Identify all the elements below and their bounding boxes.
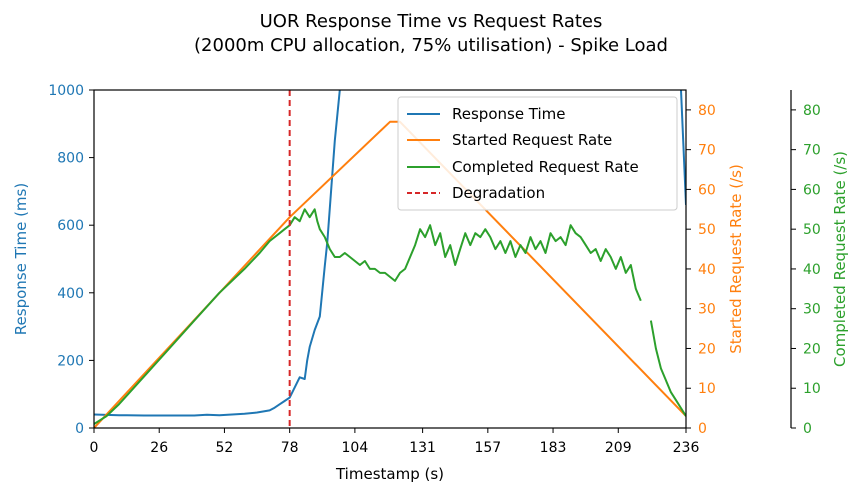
legend-label-completed-rate: Completed Request Rate — [452, 158, 639, 176]
left-tick-label: 400 — [57, 286, 84, 302]
plot-frame — [93, 89, 687, 429]
series-completed-request-rate-line — [94, 208, 642, 425]
right2-axis-label: Completed Request Rate (/s) — [831, 151, 849, 367]
series-response-time-line-segment-2 — [680, 90, 686, 205]
legend: Response Time Started Request Rate Compl… — [397, 96, 678, 211]
right-tick-label: 50 — [698, 222, 716, 238]
chart-title: UOR Response Time vs Request Rates — [260, 11, 603, 32]
x-tick-label: 183 — [540, 440, 567, 456]
legend-label-started-rate: Started Request Rate — [452, 131, 612, 149]
right-tick-label: 10 — [698, 381, 716, 397]
right2-tick-label: 10 — [803, 381, 821, 397]
right2-tick-label: 50 — [803, 222, 821, 238]
x-tick-label: 104 — [342, 440, 369, 456]
right-tick-label: 20 — [698, 341, 716, 357]
axes: 0 26 52 78 104 131 157 183 209 236020040060080010… — [48, 83, 820, 456]
right-tick-label: 40 — [698, 262, 716, 278]
right2-tick-label: 0 — [803, 421, 812, 437]
left-tick-label: 600 — [57, 218, 84, 234]
right2-tick-label: 40 — [803, 262, 821, 278]
right-tick-label: 70 — [698, 143, 716, 159]
left-tick-label: 800 — [57, 151, 84, 167]
right2-tick-label: 30 — [803, 302, 821, 318]
x-axis-label: Timestamp (s) — [335, 465, 444, 483]
x-tick-label: 26 — [150, 440, 168, 456]
x-tick-label: 52 — [216, 440, 234, 456]
legend-box — [397, 96, 678, 211]
x-tick-label: 78 — [281, 440, 299, 456]
left-axis-label: Response Time (ms) — [12, 183, 30, 335]
left-tick-label: 1000 — [48, 83, 84, 99]
right-tick-label: 0 — [698, 421, 707, 437]
chart-subtitle: (2000m CPU allocation, 75% utilisation) … — [194, 35, 668, 56]
right2-tick-label: 70 — [803, 143, 821, 159]
left-tick-label: 200 — [57, 353, 84, 369]
right2-tick-label: 20 — [803, 341, 821, 357]
left-tick-label: 0 — [75, 421, 84, 437]
series-group — [94, 90, 686, 428]
right2-tick-label: 80 — [803, 103, 821, 119]
x-tick-label: 157 — [474, 440, 501, 456]
series-completed-request-rate-line-segment-2 — [649, 320, 686, 417]
right-tick-label: 80 — [698, 103, 716, 119]
right-tick-label: 60 — [698, 182, 716, 198]
plot-area — [94, 90, 686, 428]
right2-tick-label: 60 — [803, 182, 821, 198]
x-tick-label: 131 — [409, 440, 436, 456]
x-tick-label: 236 — [673, 440, 700, 456]
legend-label-degradation: Degradation — [452, 184, 545, 202]
series-response-time-line — [94, 90, 341, 417]
right-tick-label: 30 — [698, 302, 716, 318]
right-axis-label: Started Request Rate (/s) — [727, 164, 745, 354]
legend-label-response-time: Response Time — [452, 105, 566, 123]
x-tick-label: 209 — [605, 440, 632, 456]
x-tick-label: 0 — [90, 440, 99, 456]
